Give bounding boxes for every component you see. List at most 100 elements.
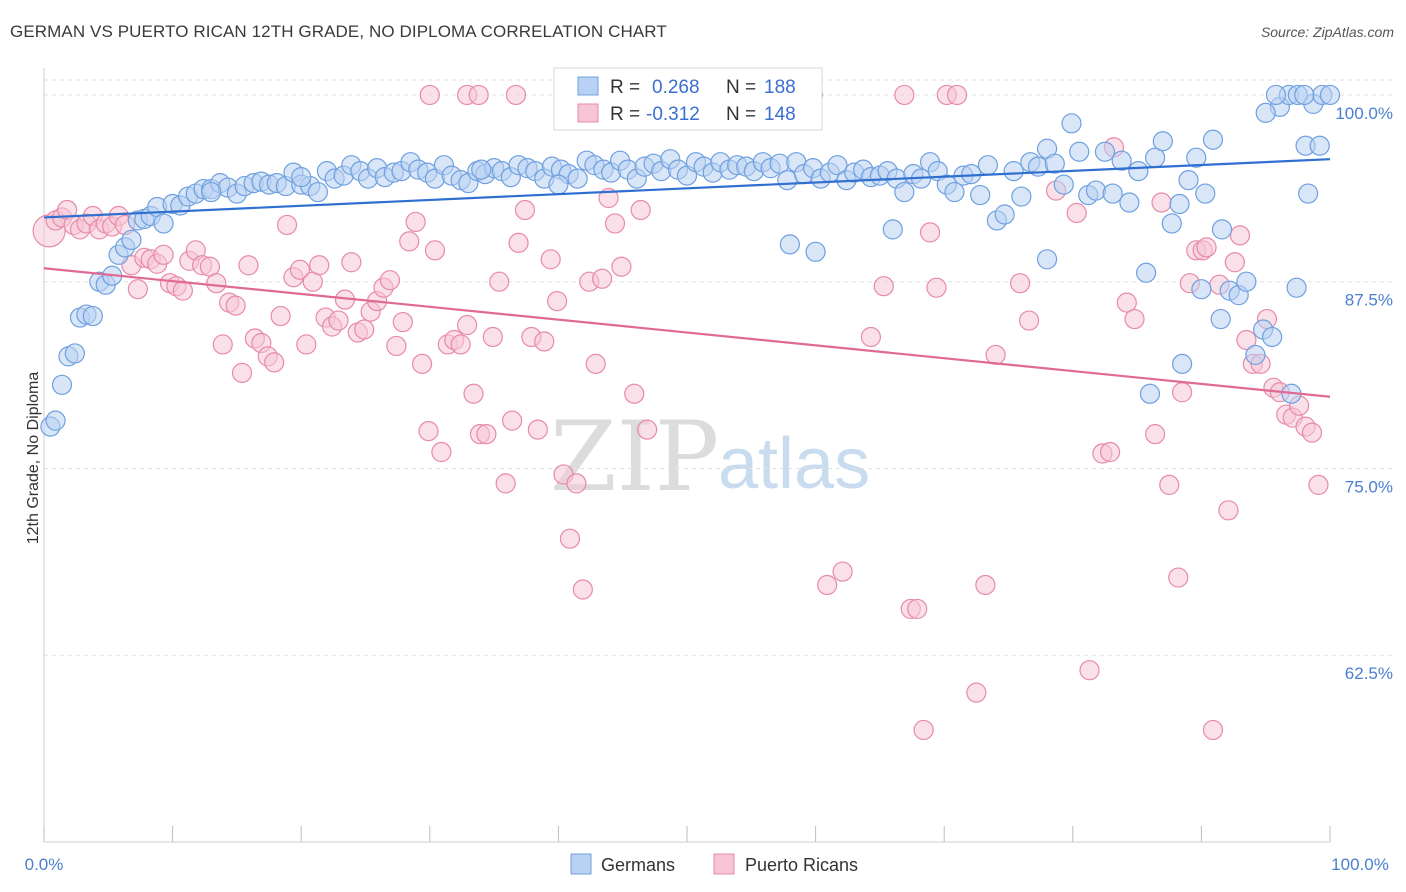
data-point xyxy=(1116,292,1137,313)
data-point xyxy=(630,199,651,221)
trend-line-puerto-ricans xyxy=(43,267,1331,398)
data-point xyxy=(817,574,838,596)
data-point xyxy=(206,273,227,294)
data-point xyxy=(1186,147,1207,168)
watermark-zip: ZIP xyxy=(550,401,719,513)
data-point xyxy=(291,167,312,188)
y-axis-label: 12th Grade, No Diploma xyxy=(25,372,42,545)
data-point xyxy=(598,187,619,209)
data-point xyxy=(860,326,881,348)
data-point xyxy=(566,473,587,494)
data-point xyxy=(527,419,548,440)
data-point xyxy=(977,155,999,176)
y-tick-label: 87.5% xyxy=(1345,291,1393,310)
data-point xyxy=(1036,249,1058,270)
data-point xyxy=(309,255,330,276)
data-point xyxy=(127,279,148,300)
data-point xyxy=(1218,500,1239,521)
legend-swatch-germans xyxy=(577,76,599,96)
data-point xyxy=(64,343,85,364)
bottom-legend-swatch-puerto-ricans xyxy=(713,853,735,875)
data-point xyxy=(1066,202,1087,224)
data-point xyxy=(894,84,915,106)
data-point xyxy=(926,277,947,298)
data-point xyxy=(1265,84,1287,106)
data-point xyxy=(476,424,497,445)
data-point xyxy=(1044,153,1065,174)
bottom-legend-label-germans: Germans xyxy=(601,855,675,875)
x-tick-label-min: 0.0% xyxy=(25,855,64,874)
data-point xyxy=(1294,84,1315,106)
data-point xyxy=(1262,326,1283,348)
legend-n-label-puerto-ricans: N = xyxy=(726,104,756,125)
data-point xyxy=(328,310,349,331)
data-point xyxy=(1172,353,1193,374)
data-point xyxy=(508,232,529,253)
data-point xyxy=(1255,102,1276,123)
data-point xyxy=(1099,441,1121,463)
bottom-legend-label-puerto-ricans: Puerto Ricans xyxy=(745,855,858,875)
series-germans xyxy=(40,84,1341,437)
data-point xyxy=(585,353,606,374)
bottom-legend-swatch-germans xyxy=(570,853,592,875)
data-point xyxy=(456,314,478,336)
data-point xyxy=(1085,180,1107,201)
data-point xyxy=(341,252,362,273)
data-point xyxy=(907,598,928,620)
data-point xyxy=(51,374,73,395)
data-point xyxy=(405,211,426,233)
data-point xyxy=(547,291,568,312)
legend-r-label-germans: R = xyxy=(610,77,640,98)
data-point xyxy=(386,335,407,357)
legend-r-label-puerto-ricans: R = xyxy=(610,104,640,125)
data-point xyxy=(1003,161,1024,182)
data-point xyxy=(153,213,174,234)
legend-r-value-puerto-ricans: -0.312 xyxy=(646,104,700,125)
data-point xyxy=(882,219,903,240)
data-point xyxy=(567,168,588,189)
data-point xyxy=(289,259,311,280)
data-point xyxy=(270,305,291,327)
legend-r-value-germans: 0.268 xyxy=(652,77,700,98)
data-point xyxy=(1236,271,1257,292)
data-point xyxy=(212,334,233,355)
data-point xyxy=(1309,135,1330,156)
data-point xyxy=(379,270,401,291)
data-point xyxy=(201,181,222,203)
data-point xyxy=(1169,193,1190,215)
y-tick-label: 100.0% xyxy=(1335,104,1393,123)
legend-n-value-germans: 188 xyxy=(764,77,796,98)
data-point xyxy=(1308,474,1329,496)
data-point xyxy=(495,473,516,494)
data-point xyxy=(572,579,593,600)
data-point xyxy=(913,719,934,741)
data-point xyxy=(1011,186,1032,207)
data-point xyxy=(1102,183,1123,204)
data-point xyxy=(1202,719,1224,741)
data-point xyxy=(1119,192,1140,213)
data-point xyxy=(307,181,329,203)
data-point xyxy=(1018,310,1040,331)
data-point xyxy=(1211,219,1233,240)
data-point xyxy=(1136,262,1157,283)
x-axis-ticks xyxy=(43,826,1331,842)
data-point xyxy=(392,311,413,333)
legend-box xyxy=(553,67,823,131)
data-point xyxy=(82,305,103,327)
data-point xyxy=(894,181,915,203)
data-point xyxy=(966,682,987,703)
data-point xyxy=(919,222,941,243)
data-point xyxy=(276,214,298,236)
data-point xyxy=(431,441,452,463)
data-point xyxy=(779,234,800,255)
data-point xyxy=(1145,424,1166,445)
correlation-legend: R = 0.268 N = 188 R = -0.312 N = 148 xyxy=(553,67,823,131)
data-point xyxy=(514,199,536,221)
data-point xyxy=(264,352,285,373)
data-point xyxy=(1172,382,1193,403)
data-point xyxy=(45,410,66,431)
data-point xyxy=(1245,344,1266,366)
data-point xyxy=(1079,660,1100,681)
data-point xyxy=(1069,141,1090,162)
